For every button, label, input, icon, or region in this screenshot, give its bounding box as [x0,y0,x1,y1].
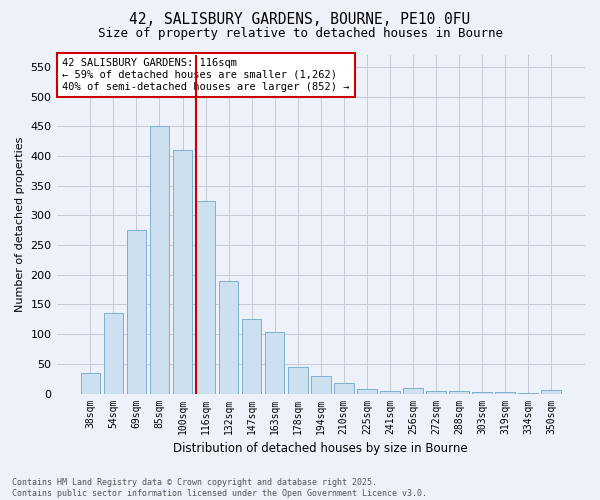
Bar [127,230,146,394]
Bar [357,390,377,394]
Y-axis label: Number of detached properties: Number of detached properties [15,136,25,312]
Bar [334,383,353,394]
Bar [80,373,100,394]
Bar [196,200,215,394]
Bar [219,280,238,394]
Bar [518,393,538,394]
Text: 42, SALISBURY GARDENS, BOURNE, PE10 0FU: 42, SALISBURY GARDENS, BOURNE, PE10 0FU [130,12,470,28]
Bar [403,388,423,394]
Bar [541,390,561,394]
Bar [173,150,193,394]
Bar [496,392,515,394]
Bar [242,320,262,394]
Bar [265,332,284,394]
Bar [149,126,169,394]
Text: Contains HM Land Registry data © Crown copyright and database right 2025.
Contai: Contains HM Land Registry data © Crown c… [12,478,427,498]
Bar [311,376,331,394]
Text: 42 SALISBURY GARDENS: 116sqm
← 59% of detached houses are smaller (1,262)
40% of: 42 SALISBURY GARDENS: 116sqm ← 59% of de… [62,58,349,92]
Text: Size of property relative to detached houses in Bourne: Size of property relative to detached ho… [97,28,503,40]
Bar [426,391,446,394]
Bar [472,392,492,394]
Bar [449,390,469,394]
Bar [104,314,123,394]
Bar [288,367,308,394]
X-axis label: Distribution of detached houses by size in Bourne: Distribution of detached houses by size … [173,442,468,455]
Bar [380,390,400,394]
